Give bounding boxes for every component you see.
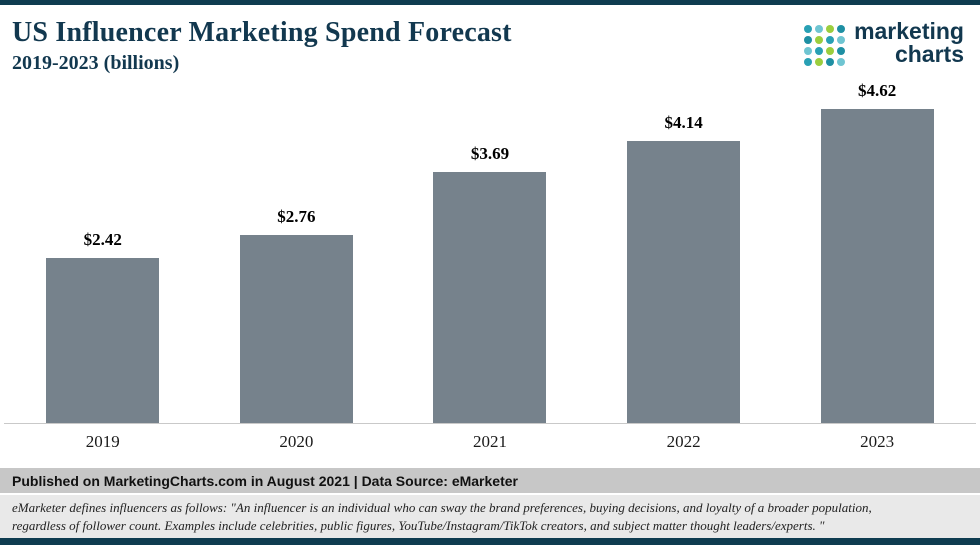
bar-2019: $2.42 — [46, 230, 160, 423]
bar-2020: $2.76 — [239, 207, 353, 423]
x-axis-label: 2019 — [85, 432, 120, 451]
page-title: US Influencer Marketing Spend Forecast — [12, 17, 512, 48]
logo-dots-icon — [804, 25, 846, 66]
bar-slot: $3.69 — [393, 83, 587, 423]
x-axis-label: 2022 — [666, 432, 701, 451]
plot-area: $2.42 $2.76 $3.69 $4.14 $4.62 — [0, 81, 980, 423]
bar-slot: $2.42 — [6, 83, 200, 423]
bar-value-label: $4.62 — [858, 80, 897, 100]
x-axis-label: 2023 — [860, 432, 895, 451]
logo-dot-icon — [826, 25, 835, 33]
logo-dot-icon — [826, 58, 835, 66]
logo-text-line1: marketing — [854, 18, 964, 44]
logo-dot-icon — [804, 58, 813, 66]
logo-dot-icon — [837, 36, 846, 44]
logo-dot-icon — [826, 47, 835, 55]
logo-dot-icon — [815, 47, 824, 55]
logo-text-line2: charts — [894, 41, 964, 68]
x-axis-label: 2020 — [279, 432, 314, 451]
bar-value-label: $4.14 — [664, 113, 703, 133]
logo-dot-icon — [837, 25, 846, 33]
logo-text: marketing charts — [854, 18, 964, 68]
bar-value-label: $2.42 — [83, 230, 122, 250]
logo-dot-icon — [804, 47, 813, 55]
bar-slot: $4.14 — [587, 83, 781, 423]
logo-dot-icon — [837, 47, 846, 55]
bar-chart: $2.42 $2.76 $3.69 $4.14 $4.62 2019 2020 2021 20… — [0, 81, 980, 460]
page-subtitle: 2019-2023 (billions) — [12, 52, 180, 74]
title-block: US Influencer Marketing Spend Forecast 2… — [12, 17, 512, 75]
footnote-line-2: regardless of follower count. Examples i… — [12, 517, 825, 533]
bar-value-label: $3.69 — [470, 144, 510, 164]
logo-dot-icon — [804, 36, 813, 44]
bar-slot: $2.76 — [200, 83, 394, 423]
logo-dot-icon — [815, 58, 824, 66]
logo-dot-icon — [815, 25, 824, 33]
header: US Influencer Marketing Spend Forecast 2… — [0, 5, 980, 83]
logo-dot-icon — [804, 25, 813, 33]
x-axis-labels: 2019 2020 2021 2022 2023 — [0, 424, 980, 460]
source-text: Published on MarketingCharts.com in Augu… — [12, 472, 518, 489]
bar-2023: $4.62 — [820, 81, 934, 423]
logo-dot-icon — [837, 58, 846, 66]
footnote-line-1: eMarketer defines influencers as follows… — [12, 500, 872, 515]
bar-2022: $4.14 — [627, 113, 741, 423]
top-border — [0, 0, 980, 5]
bar-value-label: $2.76 — [277, 207, 316, 227]
logo-dot-icon — [826, 36, 835, 44]
x-axis-label: 2021 — [472, 432, 507, 451]
logo-dot-icon — [815, 36, 824, 44]
bottom-border — [0, 538, 980, 545]
source-bar: Published on MarketingCharts.com in Augu… — [0, 468, 980, 493]
footnote: eMarketer defines influencers as follows… — [0, 493, 980, 538]
bar-2021: $3.69 — [433, 144, 547, 423]
bar-slot: $4.62 — [780, 81, 974, 423]
x-axis-line — [4, 423, 976, 424]
spacer — [0, 460, 980, 468]
marketingcharts-logo: marketing charts — [804, 17, 964, 67]
